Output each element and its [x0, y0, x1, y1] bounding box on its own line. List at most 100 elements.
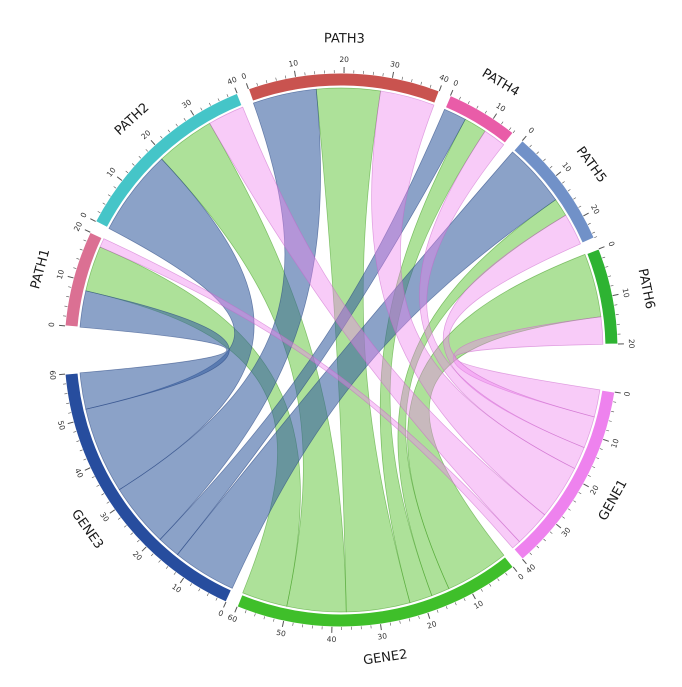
tick-PATH2-14 [131, 163, 135, 166]
tick-PATH5-2 [529, 144, 532, 148]
tick-PATH5-25 [594, 236, 598, 239]
sector-arc-PATH5 [513, 139, 595, 244]
tick-GENE3-6 [198, 588, 201, 592]
tick-GENE3-50 [67, 421, 74, 425]
tick-label-GENE2-20: 20 [426, 619, 438, 631]
tick-GENE3-42 [83, 458, 87, 461]
sector-arc-PATH1 [64, 231, 103, 328]
tick-PATH3-30 [391, 71, 395, 78]
tick-GENE2-8 [480, 588, 483, 592]
ribbon-GENE1-PATH2 [209, 106, 546, 543]
tick-label-PATH3-10: 10 [288, 58, 299, 68]
tick-label-GENE2-10: 10 [472, 598, 485, 611]
tick-GENE2-26 [399, 620, 401, 624]
tick-GENE1-38 [529, 552, 533, 556]
tick-GENE1-36 [536, 545, 540, 549]
tick-label-PATH5-10: 10 [560, 161, 573, 174]
tick-GENE3-26 [124, 525, 127, 528]
tick-GENE3-18 [150, 553, 154, 557]
tick-GENE1-2 [613, 401, 617, 403]
tick-label-GENE1-10: 10 [609, 437, 621, 449]
tick-GENE1-40 [522, 558, 527, 565]
tick-PATH2-18 [145, 149, 149, 152]
tick-GENE1-22 [578, 492, 582, 495]
sector-label-GENE1: GENE1 [596, 477, 631, 523]
tick-PATH5-16 [573, 197, 577, 200]
tick-PATH2-26 [175, 123, 178, 127]
tick-label-GENE2-30: 30 [377, 631, 388, 641]
tick-GENE1-34 [543, 538, 546, 542]
tick-GENE2-4 [497, 578, 500, 582]
sector-label-GENE2: GENE2 [362, 647, 408, 668]
tick-PATH4-2 [459, 96, 461, 100]
tick-GENE2-10 [472, 593, 476, 600]
tick-PATH2-36 [217, 98, 220, 102]
tick-PATH4-0 [450, 89, 454, 96]
tick-PATH4-4 [467, 101, 470, 105]
tick-label-GENE2-50: 50 [275, 628, 286, 639]
tick-PATH4-6 [476, 105, 479, 109]
tick-PATH3-4 [265, 80, 268, 84]
tick-PATH2-10 [116, 176, 123, 181]
ribbons [79, 87, 604, 613]
tick-PATH4-10 [492, 113, 498, 119]
tick-label-PATH3-40: 40 [438, 73, 450, 85]
tick-GENE2-54 [263, 616, 266, 620]
tick-PATH6-4 [605, 266, 609, 268]
tick-GENE3-20 [141, 546, 147, 552]
tick-PATH5-18 [578, 205, 582, 208]
tick-GENE3-28 [117, 517, 121, 520]
tick-label-GENE3-40: 40 [73, 467, 85, 480]
tick-PATH1-8 [68, 286, 72, 288]
tick-GENE1-26 [567, 508, 571, 511]
tick-PATH1-18 [83, 239, 87, 242]
tick-GENE3-12 [173, 572, 176, 575]
tick-label-PATH5-20: 20 [589, 203, 602, 216]
ribbon-GENE3-PATH1 [79, 290, 230, 410]
tick-label-GENE3-60: 60 [48, 370, 58, 381]
tick-GENE1-6 [608, 420, 612, 422]
tick-GENE3-10 [179, 577, 185, 584]
tick-PATH3-40 [438, 85, 442, 92]
tick-PATH5-6 [543, 158, 546, 162]
tick-label-PATH3-0: 0 [240, 71, 248, 81]
tick-PATH6-6 [608, 275, 612, 277]
tick-label-PATH5-0: 0 [526, 125, 536, 135]
tick-PATH4-12 [501, 121, 504, 125]
tick-label-PATH6-0: 0 [606, 240, 616, 248]
tick-label-PATH2-10: 10 [105, 166, 118, 179]
tick-GENE3-8 [189, 583, 193, 587]
tick-label-GENE1-30: 30 [560, 525, 573, 538]
tick-GENE3-36 [96, 484, 100, 487]
ribbon-GENE1-PATH3 [371, 90, 576, 516]
tick-GENE3-54 [66, 402, 70, 404]
tick-GENE3-4 [206, 593, 209, 597]
tick-PATH5-14 [567, 189, 571, 192]
tick-GENE3-24 [130, 532, 134, 535]
tick-label-GENE2-60: 60 [226, 612, 238, 624]
tick-PATH3-32 [401, 76, 403, 80]
tick-label-PATH4-10: 10 [494, 101, 507, 114]
tick-PATH1-12 [73, 267, 77, 269]
tick-PATH5-20 [583, 212, 589, 217]
tick-PATH2-40 [234, 87, 238, 94]
tick-PATH5-24 [592, 231, 596, 234]
tick-PATH2-38 [226, 94, 229, 98]
tick-PATH3-34 [411, 79, 413, 83]
tick-GENE1-8 [606, 429, 610, 432]
tick-GENE3-32 [106, 501, 110, 504]
tick-PATH4-8 [484, 110, 487, 114]
tick-label-PATH6-20: 20 [627, 339, 636, 349]
tick-PATH3-0 [245, 83, 249, 90]
sector-arc-PATH4 [444, 94, 514, 144]
tick-GENE1-10 [603, 438, 610, 442]
tick-GENE3-30 [109, 509, 116, 514]
tick-GENE3-34 [101, 493, 105, 496]
tick-GENE1-12 [599, 448, 603, 450]
sector-label-PATH1: PATH1 [28, 247, 53, 290]
tick-GENE3-52 [68, 412, 72, 414]
tick-GENE2-30 [380, 624, 382, 631]
sector-label-PATH3: PATH3 [324, 31, 365, 46]
tick-PATH3-36 [420, 81, 422, 85]
